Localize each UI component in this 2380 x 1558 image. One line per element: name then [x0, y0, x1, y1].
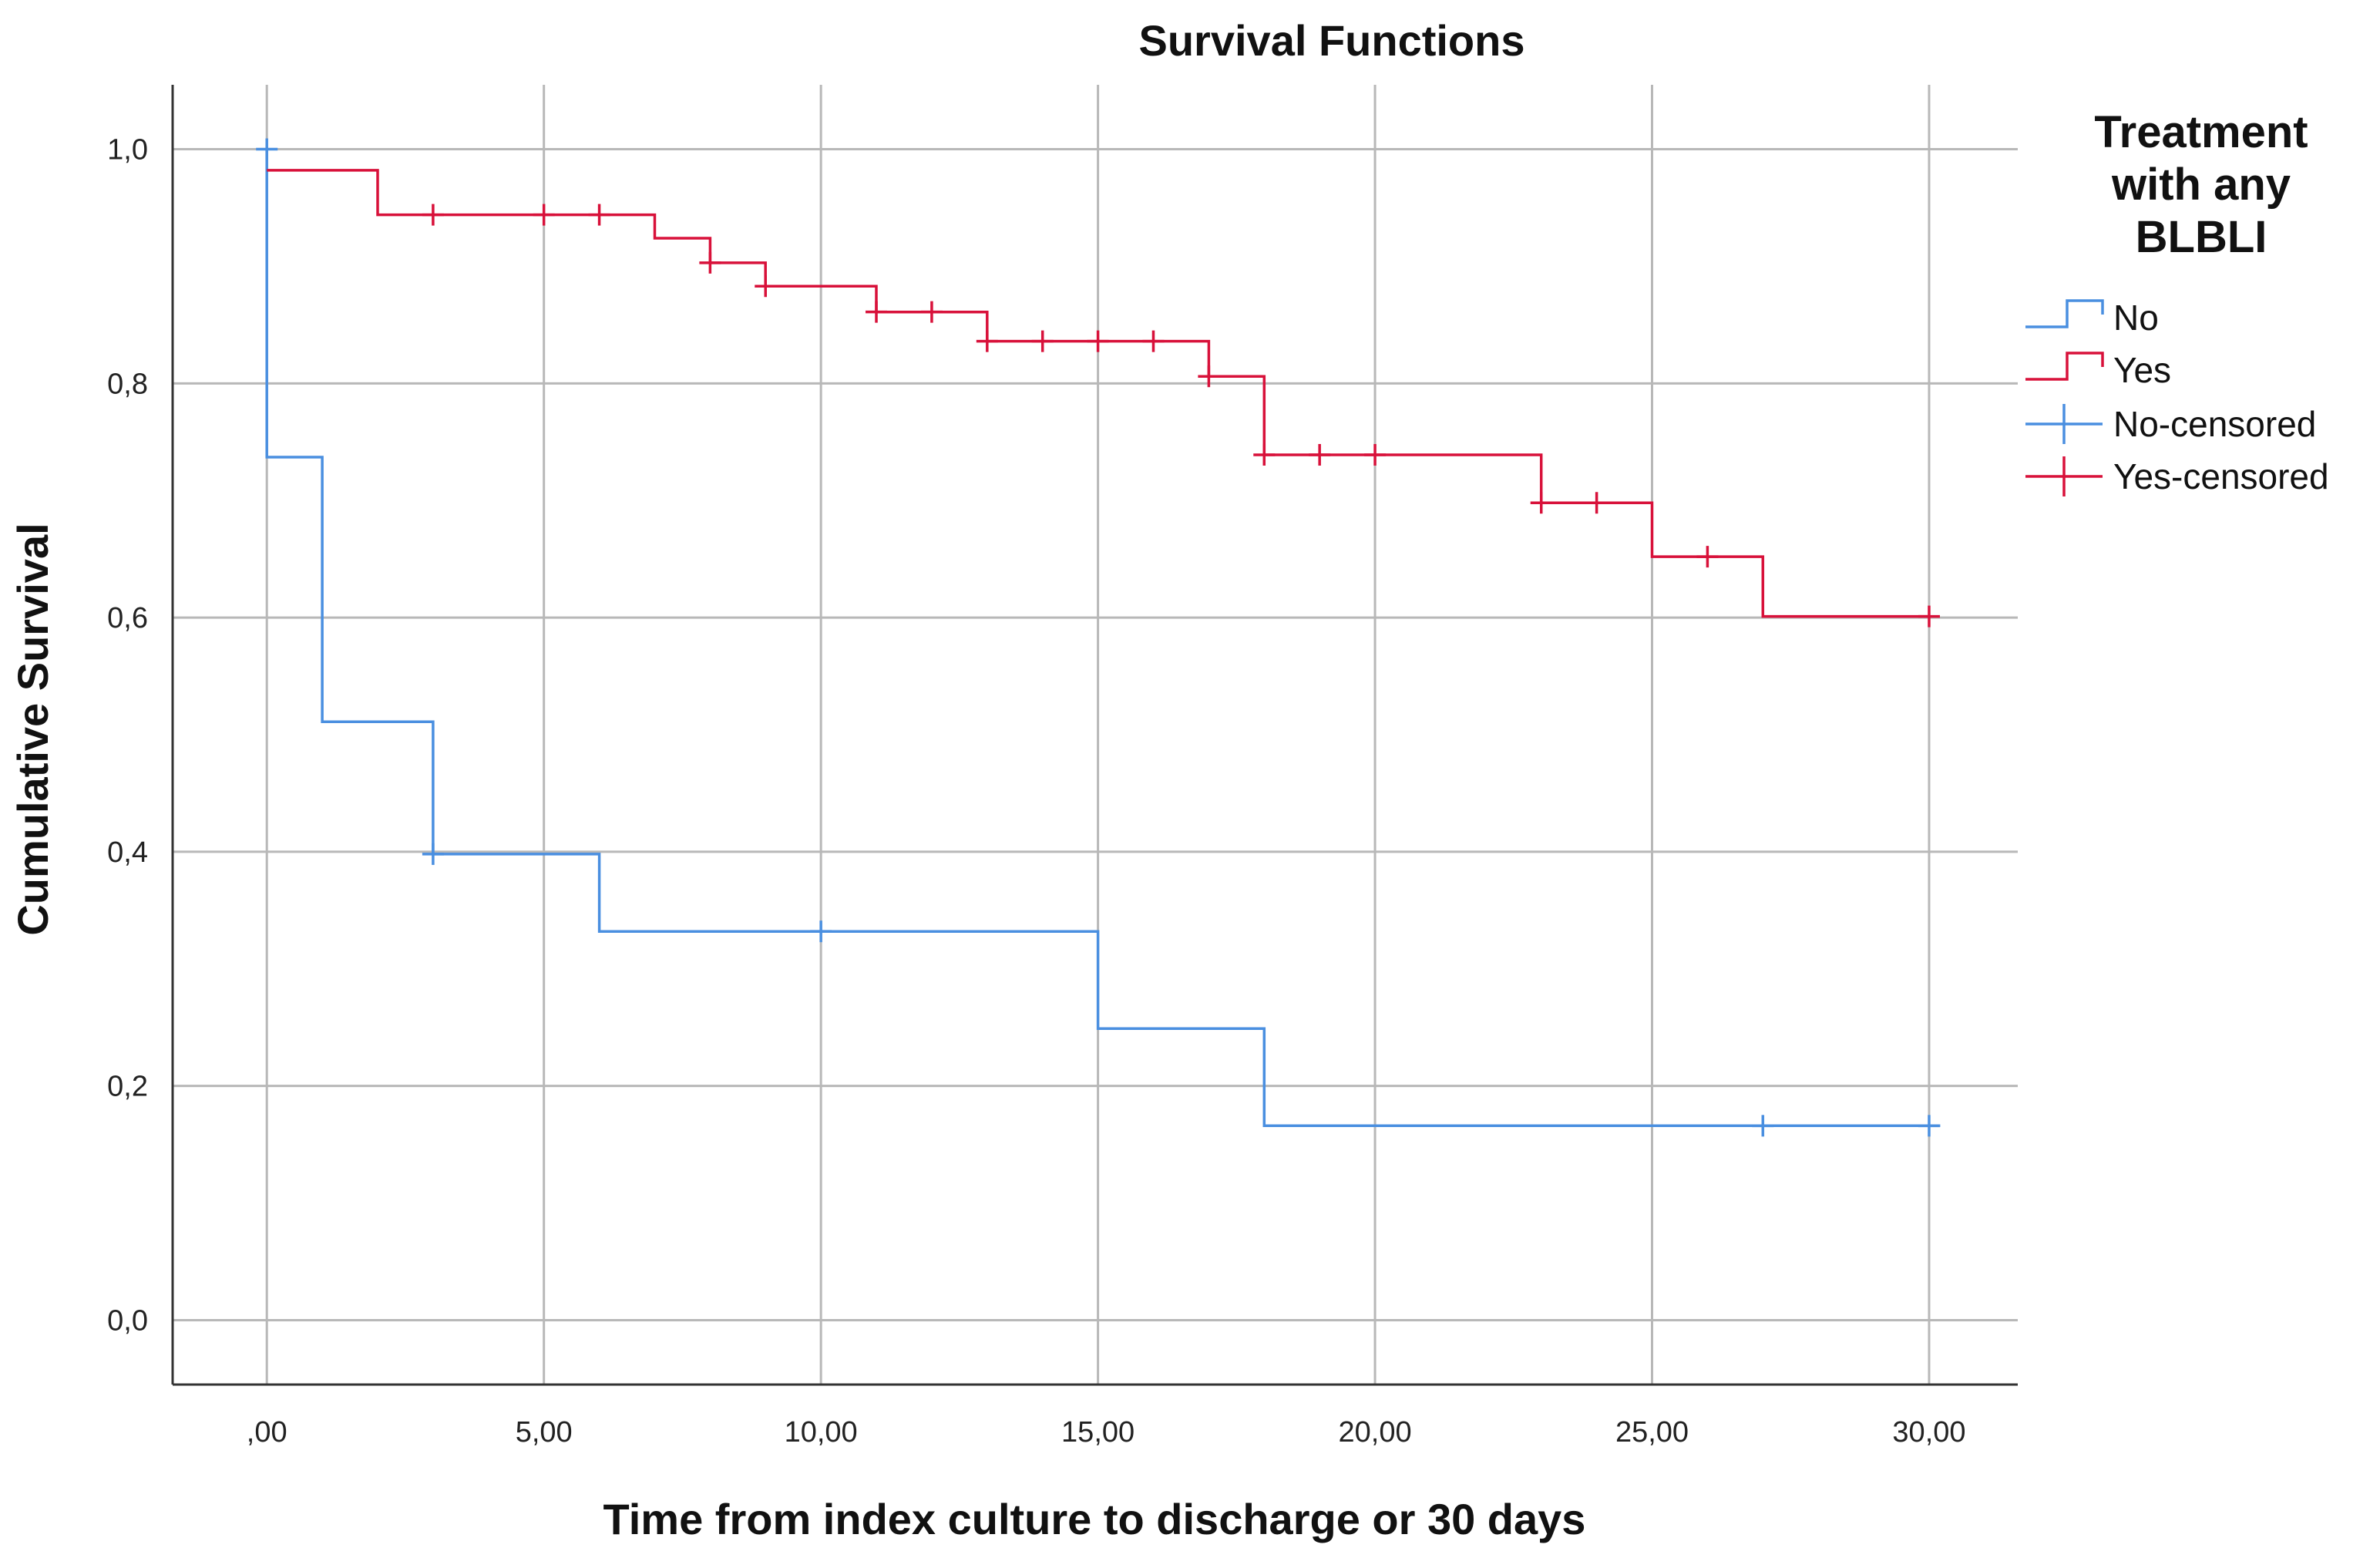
legend-swatches — [2025, 299, 2104, 496]
x-tick-label-4: 20,00 — [1339, 1416, 1412, 1449]
censor-mark-yes-15 — [1530, 492, 1552, 514]
chart-title: Survival Functions — [1139, 16, 1525, 65]
legend-entry-no-censored: No-censored — [2113, 404, 2316, 444]
x-tick-label-3: 15,00 — [1061, 1416, 1135, 1449]
legend-title-line-1: Treatment — [2094, 107, 2308, 157]
x-axis-label: Time from index culture to discharge or … — [603, 1495, 1586, 1543]
series-line-yes — [267, 169, 1929, 618]
censor-mark-yes-10 — [1142, 330, 1165, 352]
censor-mark-yes-16 — [1585, 492, 1608, 514]
y-tick-label-2: 0,4 — [107, 836, 148, 869]
legend: Treatment with any BLBLI No Yes No-censo… — [2025, 107, 2329, 496]
legend-entry-yes-censored: Yes-censored — [2113, 456, 2329, 496]
x-tick-label-2: 10,00 — [785, 1416, 858, 1449]
x-tick-label-6: 30,00 — [1892, 1416, 1965, 1449]
censor-mark-no-4 — [1918, 1115, 1940, 1137]
censor-mark-yes-0 — [422, 204, 444, 226]
axes — [171, 85, 2018, 1386]
censor-mark-yes-17 — [1696, 546, 1719, 568]
legend-swatch-yes — [2025, 352, 2104, 381]
y-tick-label-0: 0,0 — [107, 1304, 148, 1337]
censor-mark-no-1 — [422, 843, 444, 865]
x-ticks: ,00 5,00 10,00 15,00 20,00 25,00 30,00 — [247, 1416, 1966, 1449]
series — [256, 138, 1941, 1137]
censor-mark-yes-9 — [1087, 330, 1109, 352]
y-ticks: 0,0 0,2 0,4 0,6 0,8 1,0 — [107, 134, 148, 1338]
censor-mark-yes-7 — [976, 330, 998, 352]
y-tick-label-4: 0,8 — [107, 368, 148, 400]
censor-mark-yes-3 — [699, 251, 721, 274]
y-tick-label-5: 1,0 — [107, 134, 148, 167]
y-tick-label-3: 0,6 — [107, 602, 148, 634]
x-tick-label-5: 25,00 — [1615, 1416, 1689, 1449]
censor-mark-yes-11 — [1198, 365, 1220, 388]
legend-title-line-2: with any — [2111, 160, 2291, 210]
censor-mark-no-3 — [1752, 1115, 1774, 1137]
censor-mark-yes-5 — [866, 301, 888, 323]
censor-mark-yes-18 — [1918, 605, 1940, 628]
grid — [173, 85, 2018, 1385]
legend-swatch-no — [2025, 299, 2104, 328]
censor-mark-yes-4 — [755, 275, 777, 298]
x-tick-label-0: ,00 — [247, 1416, 287, 1449]
series-line-no — [265, 149, 1941, 1128]
censor-mark-yes-14 — [1364, 443, 1387, 466]
legend-title-line-3: BLBLI — [2136, 212, 2267, 262]
y-axis-label: Cumulative Survival — [8, 523, 57, 935]
censor-mark-yes-13 — [1309, 443, 1331, 466]
x-tick-label-1: 5,00 — [516, 1416, 573, 1449]
y-tick-label-1: 0,2 — [107, 1071, 148, 1103]
censor-mark-yes-8 — [1031, 330, 1054, 352]
censor-mark-yes-6 — [920, 301, 943, 323]
censor-mark-yes-1 — [533, 204, 555, 226]
censor-mark-yes-12 — [1253, 443, 1276, 466]
legend-swatch-yes-censored — [2025, 456, 2103, 496]
censor-mark-yes-2 — [588, 204, 610, 226]
legend-entry-yes: Yes — [2113, 350, 2171, 390]
legend-entry-no: No — [2113, 298, 2159, 338]
legend-swatch-no-censored — [2025, 404, 2103, 444]
censor-mark-no-0 — [256, 138, 278, 160]
censor-mark-no-2 — [810, 920, 832, 943]
